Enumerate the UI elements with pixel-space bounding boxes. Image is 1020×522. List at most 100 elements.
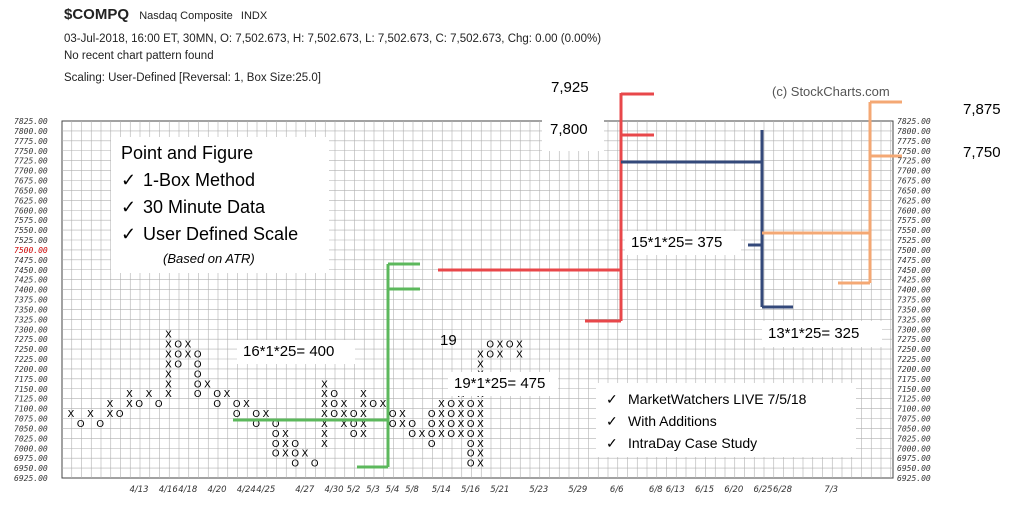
price-label-left: 7175.00 [14, 375, 48, 384]
o-mark: O [330, 399, 338, 410]
o-mark: O [252, 419, 260, 430]
count-400-box: 16*1*25= 400 [237, 340, 355, 364]
o-mark: O [233, 399, 241, 410]
date-label: 7/3 [824, 485, 838, 495]
o-mark: O [467, 399, 475, 410]
price-label-right: 7675.00 [897, 177, 931, 186]
o-mark: O [96, 419, 104, 430]
date-label: 4/13 [129, 485, 148, 495]
price-label-right: 7650.00 [897, 186, 931, 195]
target-7875: 7,875 [963, 101, 1001, 118]
date-label: 4/16 [159, 485, 179, 495]
o-mark: O [486, 350, 494, 361]
price-label-left: 6950.00 [14, 464, 48, 473]
notes-box: ✓ MarketWatchers LIVE 7/5/18 ✓ With Additi… [596, 383, 856, 457]
o-mark: O [272, 429, 280, 440]
price-label-right: 7000.00 [897, 444, 931, 453]
price-label-left: 7800.00 [14, 127, 48, 136]
x-mark: X [165, 389, 172, 400]
x-mark: X [184, 350, 191, 361]
annotation-lines [233, 92, 902, 469]
price-label-left: 7250.00 [14, 345, 48, 354]
date-label: 4/30 [324, 485, 343, 495]
price-label-right: 7825.00 [897, 117, 931, 126]
target-7800: 7,800 [550, 121, 588, 138]
index-name: Nasdaq Composite [139, 10, 233, 22]
x-mark: X [106, 409, 113, 420]
x-mark: X [477, 350, 484, 361]
count-325: 13*1*25= 325 [768, 325, 860, 342]
price-label-right: 7600.00 [897, 206, 931, 215]
count-475-box: 19*1*25= 475 [448, 372, 558, 396]
date-label: 4/27 [295, 485, 315, 495]
price-label-right: 7700.00 [897, 167, 931, 176]
price-label-left: 7225.00 [14, 355, 48, 364]
x-mark: X [477, 449, 484, 460]
method-item: ✓ 1-Box Method [121, 170, 256, 190]
price-label-right: 7475.00 [897, 256, 931, 265]
price-label-left: 7600.00 [14, 206, 48, 215]
o-mark: O [330, 389, 338, 400]
method-box: Point and Figure ✓ 1-Box Method ✓ 30 Minut… [111, 137, 329, 273]
o-mark: O [174, 350, 182, 361]
price-label-left: 7425.00 [14, 276, 48, 285]
check-icon: ✓ [606, 391, 618, 407]
price-label-right: 7350.00 [897, 305, 931, 314]
x-mark: X [457, 399, 464, 410]
price-label-right: 7800.00 [897, 127, 931, 136]
price-label-right: 7200.00 [897, 365, 931, 374]
count-375: 15*1*25= 375 [631, 234, 723, 251]
method-title: Point and Figure [121, 143, 254, 163]
o-mark: O [467, 459, 475, 470]
x-mark: X [321, 419, 328, 430]
price-label-right: 7425.00 [897, 276, 931, 285]
x-mark: X [87, 409, 94, 420]
price-label-left: 7200.00 [14, 365, 48, 374]
x-mark: X [457, 409, 464, 420]
o-mark: O [447, 399, 455, 410]
method-item: ✓ User Defined Scale [121, 224, 299, 244]
exchange: INDX [240, 10, 268, 22]
note-item: ✓ IntraDay Case Study [606, 435, 758, 451]
price-label-left: 7475.00 [14, 256, 48, 265]
x-mark: X [477, 399, 484, 410]
date-label: 5/3 [366, 485, 380, 495]
x-mark: X [496, 350, 503, 361]
method-item: ✓ 30 Minute Data [121, 197, 266, 217]
price-label-left: 7575.00 [14, 216, 48, 225]
price-label-right: 7550.00 [897, 226, 931, 235]
check-icon: ✓ [121, 170, 137, 190]
price-label-left: 6925.00 [14, 474, 48, 483]
count-400: 16*1*25= 400 [243, 343, 335, 360]
o-mark: O [467, 409, 475, 420]
price-label-right: 7075.00 [897, 415, 931, 424]
date-label: 6/13 [666, 485, 685, 495]
symbol: $COMPQ [64, 6, 130, 23]
o-mark: O [252, 409, 260, 420]
price-label-left: 7350.00 [14, 305, 48, 314]
date-label: 5/14 [432, 485, 451, 495]
x-mark: X [165, 340, 172, 351]
price-label-right: 7100.00 [897, 405, 931, 414]
x-mark: X [126, 399, 133, 410]
x-mark: X [262, 409, 269, 420]
o-mark: O [272, 439, 280, 450]
x-mark: X [165, 359, 172, 370]
x-mark: X [438, 429, 445, 440]
date-label: 5/23 [529, 485, 548, 495]
x-mark: X [457, 429, 464, 440]
price-label-left: 7150.00 [14, 385, 48, 394]
pattern-line: No recent chart pattern found [64, 50, 214, 62]
o-mark: O [330, 409, 338, 420]
x-mark: X [457, 419, 464, 430]
o-mark: O [467, 429, 475, 440]
check-icon: ✓ [121, 197, 137, 217]
o-mark: O [428, 419, 436, 430]
o-mark: O [408, 419, 416, 430]
date-label: 4/25 [256, 485, 275, 495]
date-axis-labels: 4/13 4/16 4/18 4/20 4/24 4/25 4/27 4/30 5/2 5/3 5/… [129, 485, 838, 495]
price-label-left: 7100.00 [14, 405, 48, 414]
date-label: 6/25 [753, 485, 772, 495]
